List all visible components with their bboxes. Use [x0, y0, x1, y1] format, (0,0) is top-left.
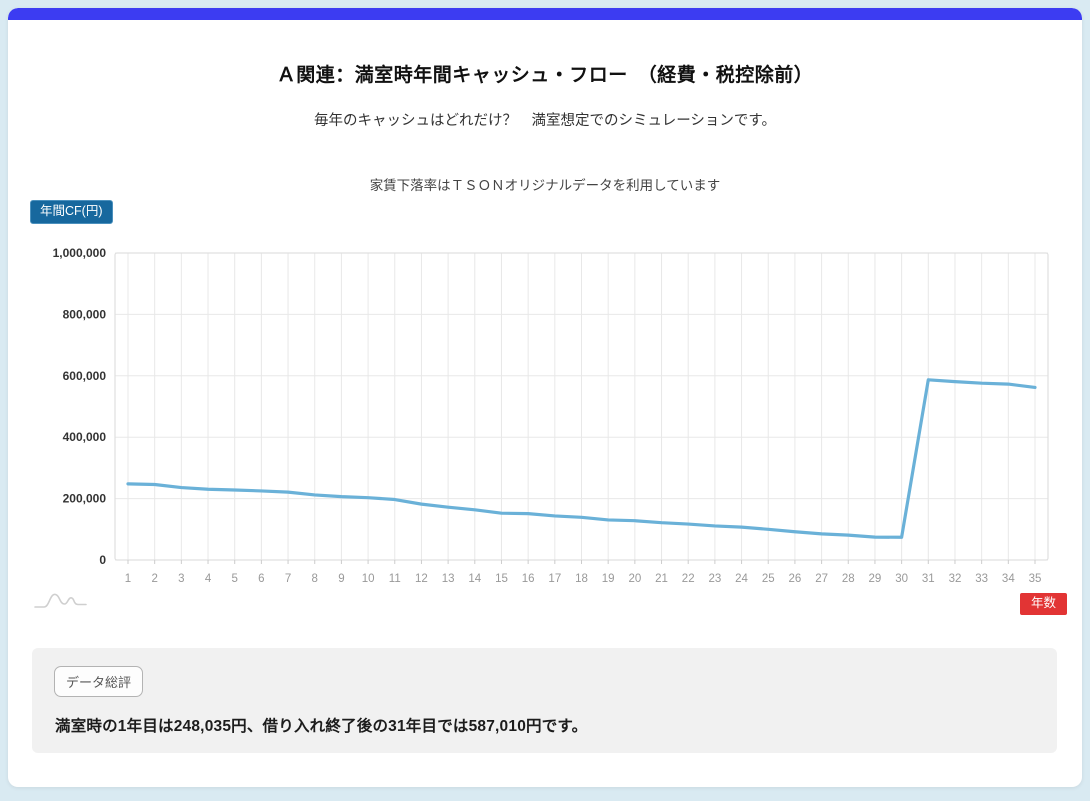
- summary-badge: データ総評: [54, 666, 144, 697]
- svg-text:12: 12: [415, 573, 428, 585]
- page-subtitle: 毎年のキャッシュはどれだけ？ 満室想定でのシミュレーションです。: [314, 113, 776, 129]
- svg-text:11: 11: [389, 573, 401, 585]
- svg-text:35: 35: [1029, 573, 1042, 585]
- svg-text:29: 29: [869, 573, 882, 585]
- svg-text:9: 9: [338, 573, 344, 585]
- cashflow-line-chart[interactable]: 0 200,000 400,000 600,000 800,000 1,000,000 1 2…: [30, 238, 1060, 593]
- svg-text:32: 32: [949, 573, 962, 585]
- sparkline-icon: [34, 593, 87, 608]
- svg-text:25: 25: [762, 573, 775, 585]
- svg-text:26: 26: [789, 573, 802, 585]
- svg-text:16: 16: [522, 573, 535, 585]
- svg-text:2: 2: [151, 573, 157, 585]
- svg-text:1: 1: [125, 573, 131, 585]
- svg-text:8: 8: [312, 573, 318, 585]
- svg-text:15: 15: [495, 573, 508, 585]
- svg-text:4: 4: [205, 573, 212, 585]
- chart-note: 家賃下落率はＴＳＯＮオリジナルデータを利用しています: [369, 178, 721, 193]
- summary-panel: データ総評 満室時の1年目は248,035円、借り入れ終了後の31年目では587…: [32, 648, 1057, 753]
- svg-text:13: 13: [442, 573, 455, 585]
- page-title: Ａ関連：満室時年間キャッシュ・フロー （経費・税控除前）: [276, 65, 814, 86]
- svg-text:24: 24: [735, 573, 748, 585]
- x-axis-tick-labels: 1 2 3 4 5 6 7 8 9 10 11 12 13 14 15 16 17 18 19 20 21 22 23 24 2…: [125, 573, 1042, 585]
- y-axis-tick-labels: 0 200,000 400,000 600,000 800,000 1,000,000: [53, 246, 107, 567]
- x-axis-ticks: [127, 560, 1036, 564]
- svg-text:34: 34: [1002, 573, 1015, 585]
- svg-text:5: 5: [232, 573, 238, 585]
- svg-text:33: 33: [975, 573, 988, 585]
- svg-text:17: 17: [548, 573, 561, 585]
- svg-text:20: 20: [628, 573, 641, 585]
- svg-text:600,000: 600,000: [63, 369, 107, 383]
- svg-text:0: 0: [99, 553, 106, 567]
- cashflow-series-line[interactable]: [126, 378, 1037, 539]
- card-accent-bar: [8, 8, 1082, 20]
- svg-text:19: 19: [602, 573, 615, 585]
- svg-text:18: 18: [575, 573, 588, 585]
- x-axis-label-badge: 年数: [1020, 593, 1068, 615]
- svg-text:23: 23: [708, 573, 721, 585]
- svg-text:1,000,000: 1,000,000: [53, 246, 107, 260]
- svg-text:7: 7: [285, 573, 291, 585]
- svg-text:6: 6: [258, 573, 264, 585]
- svg-text:27: 27: [815, 573, 828, 585]
- svg-text:200,000: 200,000: [63, 492, 107, 506]
- summary-text: 満室時の1年目は248,035円、借り入れ終了後の31年目では587,010円で…: [55, 718, 588, 735]
- svg-text:30: 30: [895, 573, 908, 585]
- chart-gridlines: [115, 252, 1048, 561]
- svg-text:21: 21: [655, 573, 668, 585]
- report-card: Ａ関連：満室時年間キャッシュ・フロー （経費・税控除前） 毎年のキャッシュはどれ…: [8, 8, 1082, 787]
- svg-text:400,000: 400,000: [63, 430, 107, 444]
- svg-text:28: 28: [842, 573, 855, 585]
- svg-text:22: 22: [682, 573, 695, 585]
- svg-text:10: 10: [362, 573, 375, 585]
- svg-text:800,000: 800,000: [63, 307, 107, 321]
- svg-text:14: 14: [468, 573, 481, 585]
- svg-text:3: 3: [178, 573, 184, 585]
- y-axis-label-badge: 年間CF(円): [30, 200, 113, 224]
- svg-text:31: 31: [922, 573, 935, 585]
